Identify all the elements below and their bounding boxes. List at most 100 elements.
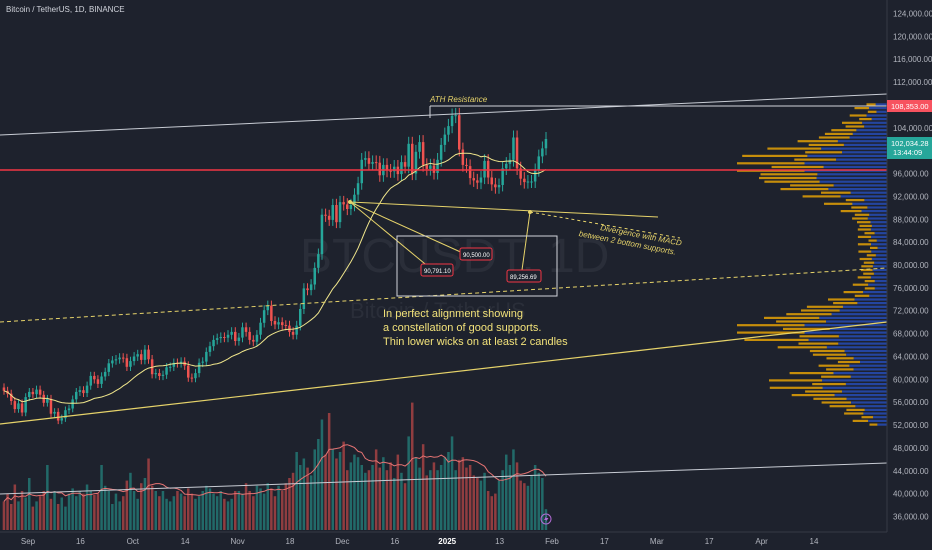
- profile-row-orange: [798, 342, 839, 345]
- candle-body: [291, 331, 295, 335]
- candle-body: [17, 403, 20, 410]
- candle-body: [299, 309, 302, 326]
- candle-body: [2, 387, 6, 391]
- profile-row-blue: [856, 129, 887, 132]
- volume-bar: [418, 467, 421, 530]
- candle-body: [122, 357, 125, 359]
- profile-row-orange: [863, 272, 874, 275]
- profile-row-blue: [851, 401, 887, 404]
- profile-row-blue: [840, 195, 887, 198]
- volume-bar: [71, 488, 74, 530]
- support-label-1: 90,791.10: [424, 269, 451, 275]
- candle-body: [67, 408, 71, 411]
- volume-bar: [161, 491, 165, 530]
- label-box-1: [420, 263, 454, 277]
- candle-body: [89, 375, 92, 386]
- divergence-line[interactable]: [529, 211, 681, 239]
- support-label-2: 90,500.00: [463, 253, 490, 259]
- volume-bar: [35, 501, 38, 530]
- candle-body: [378, 162, 381, 176]
- candle-body: [273, 321, 277, 325]
- candle-body: [10, 393, 13, 401]
- volume-bar: [302, 458, 306, 530]
- candle-body: [309, 284, 313, 291]
- profile-row-orange: [771, 165, 824, 169]
- profile-row-blue: [864, 408, 887, 411]
- support-trendline[interactable]: [349, 201, 659, 218]
- profile-row-blue: [872, 268, 887, 272]
- profile-row-orange: [833, 302, 858, 305]
- volume-bar: [443, 457, 447, 530]
- profile-row-blue: [822, 386, 887, 389]
- profile-row-orange: [744, 338, 809, 341]
- volume-bar: [382, 457, 385, 530]
- volume-bar: [226, 501, 230, 530]
- lower-trendline[interactable]: [0, 321, 888, 425]
- candle-body: [259, 322, 262, 335]
- profile-row-blue: [842, 305, 887, 308]
- dashed-trendline[interactable]: [0, 267, 888, 323]
- profile-row-orange: [840, 210, 862, 213]
- lightning-icon[interactable]: [540, 513, 552, 525]
- candle-body: [93, 375, 96, 380]
- profile-row-blue: [836, 158, 887, 161]
- time-tick: Oct: [127, 537, 140, 546]
- volume-bar: [111, 504, 114, 530]
- profile-row-blue: [857, 302, 887, 305]
- profile-row-orange: [737, 162, 805, 165]
- time-tick: 18: [286, 537, 295, 546]
- time-tick: Sep: [21, 537, 36, 546]
- channel-upper-line[interactable]: [0, 93, 888, 136]
- profile-row-blue: [846, 353, 887, 356]
- pointer-line-1: [349, 201, 466, 255]
- candle-body: [537, 156, 540, 171]
- candle-body: [530, 181, 533, 183]
- price-axis[interactable]: 124,000.00 120,000.00 116,000.00 112,000.00…: [893, 9, 932, 521]
- volume-bar: [234, 491, 237, 530]
- candle-body: [338, 202, 342, 223]
- candle-body: [281, 322, 284, 326]
- profile-row-orange: [837, 360, 860, 364]
- profile-row-orange: [824, 202, 853, 205]
- price-tick: 80,000.00: [893, 261, 929, 270]
- volume-bar: [486, 491, 490, 530]
- volume-bar: [103, 485, 107, 530]
- profile-row-orange: [813, 397, 847, 400]
- profile-row-blue: [852, 202, 887, 205]
- volume-bar: [93, 494, 96, 530]
- candle-body: [60, 418, 63, 421]
- price-tick: 84,000.00: [893, 238, 929, 247]
- profile-row-orange: [737, 324, 805, 327]
- volume-bar: [324, 454, 327, 530]
- volume-bar: [425, 475, 428, 530]
- volume-bar: [288, 478, 291, 530]
- profile-row-orange: [857, 221, 871, 224]
- candle-body: [476, 180, 479, 183]
- profile-row-blue: [839, 309, 887, 312]
- annotation-box[interactable]: [396, 235, 558, 297]
- price-tick: 52,000.00: [893, 421, 929, 430]
- profile-row-blue: [804, 331, 887, 334]
- profile-row-orange: [789, 372, 834, 375]
- profile-row-orange: [790, 184, 834, 187]
- profile-row-orange: [812, 383, 846, 386]
- volume-bar: [17, 501, 20, 530]
- time-tick: Apr: [755, 537, 768, 546]
- time-axis[interactable]: Sep 16 Oct 14 Nov 18 Dec 16 2025 13 Feb 17 Mar 17 Apr 1…: [21, 537, 819, 546]
- candle-body: [82, 390, 85, 394]
- profile-row-blue: [822, 379, 887, 382]
- price-tick: 104,000.00: [893, 124, 932, 133]
- channel-lower-line[interactable]: [0, 462, 888, 495]
- volume-bar: [414, 457, 418, 530]
- candle-body: [508, 159, 512, 164]
- profile-row-orange: [852, 283, 869, 286]
- volume-bar: [89, 491, 92, 530]
- candle-body: [324, 214, 327, 216]
- price-tick: 48,000.00: [893, 444, 929, 453]
- volume-bar: [176, 491, 179, 530]
- profile-row-blue: [804, 162, 887, 165]
- candle-body: [187, 365, 190, 378]
- candle-body: [136, 354, 139, 357]
- candle-body: [194, 373, 197, 379]
